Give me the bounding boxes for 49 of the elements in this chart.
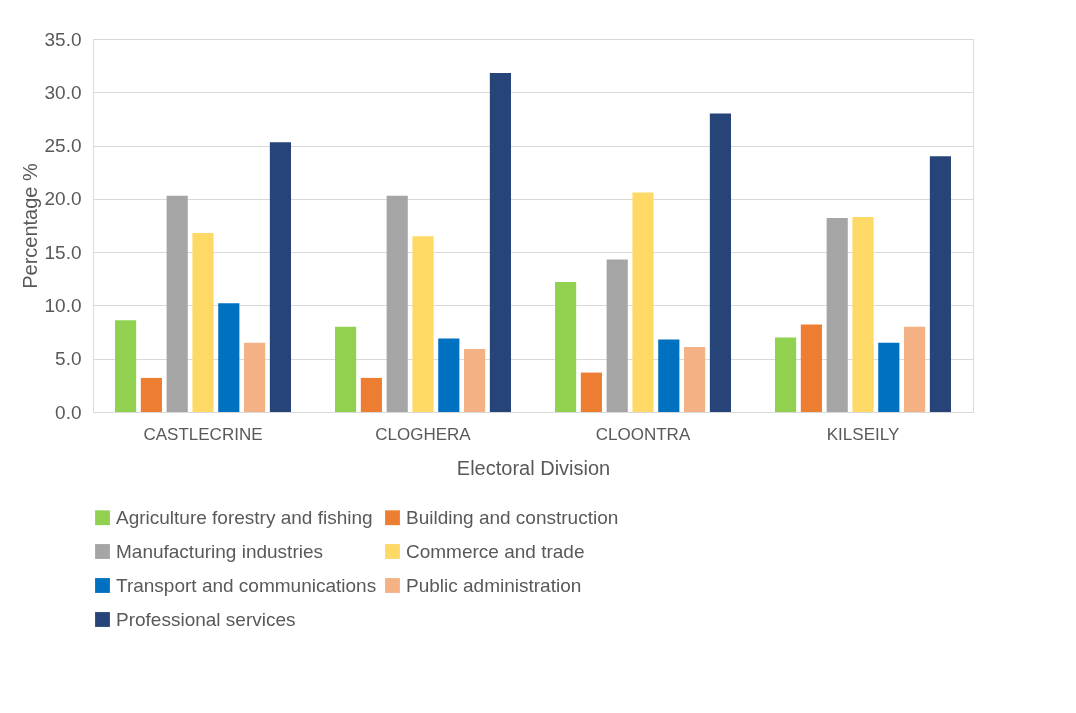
y-axis-title: Percentage % xyxy=(18,162,41,289)
bar xyxy=(775,337,797,412)
bar xyxy=(115,320,137,412)
legend-label: Professional services xyxy=(116,608,296,630)
bar xyxy=(412,236,434,412)
x-tick-label: KILSEILY xyxy=(826,424,900,444)
bar xyxy=(555,281,577,412)
legend-label: Transport and communications xyxy=(116,574,377,596)
bar xyxy=(852,216,874,412)
legend-label: Commerce and trade xyxy=(406,540,585,562)
y-tick-label: 20.0 xyxy=(44,188,82,210)
bar xyxy=(632,192,654,412)
bar xyxy=(826,218,848,412)
bar xyxy=(360,377,382,412)
y-tick-label: 0.0 xyxy=(55,401,82,423)
bar xyxy=(489,73,511,412)
bar xyxy=(580,372,602,412)
bar xyxy=(658,339,680,412)
bar xyxy=(166,195,188,412)
y-tick-label: 5.0 xyxy=(55,348,82,370)
y-tick-label: 10.0 xyxy=(44,294,82,316)
bar xyxy=(904,326,926,412)
bar xyxy=(269,142,291,412)
bar xyxy=(878,342,900,412)
legend-label: Manufacturing industries xyxy=(116,540,323,562)
legend-label: Building and construction xyxy=(406,506,619,528)
bar xyxy=(438,338,460,412)
bar xyxy=(218,303,240,412)
bar xyxy=(709,113,731,412)
x-tick-label: CASTLECRINE xyxy=(143,424,263,444)
bar xyxy=(464,349,486,412)
bar xyxy=(929,156,951,412)
y-tick-label: 30.0 xyxy=(44,81,82,103)
x-tick-label: CLOGHERA xyxy=(375,424,472,444)
x-axis-title: Electoral Division xyxy=(456,456,611,479)
legend-label: Public administration xyxy=(406,574,582,596)
bar xyxy=(192,232,214,412)
legend-label: Agriculture forestry and fishing xyxy=(116,506,373,528)
bar xyxy=(140,377,162,412)
bar xyxy=(335,326,357,412)
y-tick-label: 25.0 xyxy=(44,135,82,157)
y-tick-label: 15.0 xyxy=(44,241,82,263)
bar xyxy=(244,342,266,412)
bar xyxy=(606,259,628,412)
bar xyxy=(684,346,706,412)
x-tick-label: CLOONTRA xyxy=(595,424,691,444)
y-tick-label: 35.0 xyxy=(44,28,82,50)
bar xyxy=(386,195,408,412)
bar xyxy=(800,324,822,412)
